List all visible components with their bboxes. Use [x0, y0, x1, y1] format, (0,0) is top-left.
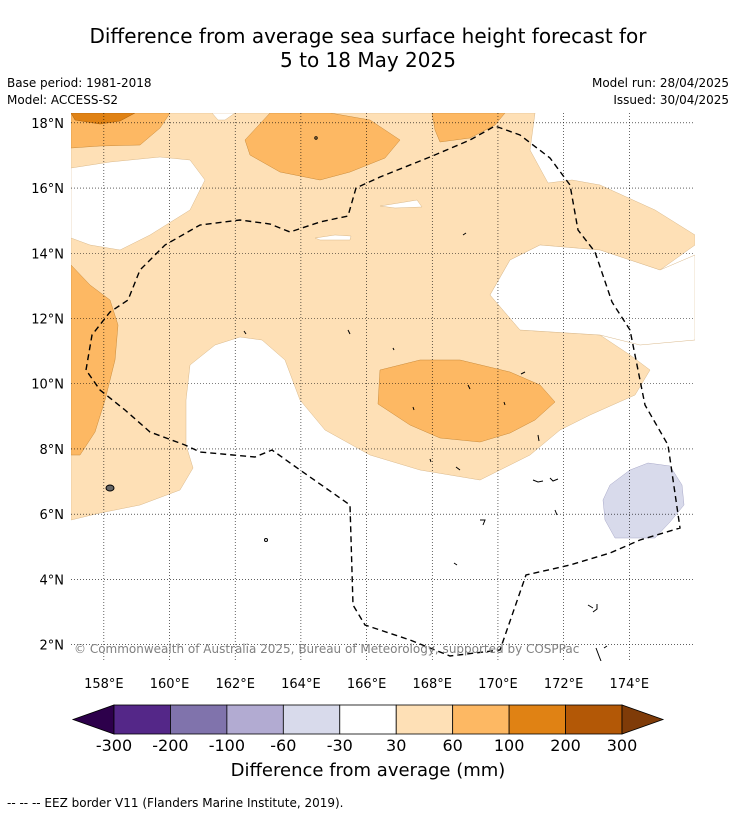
neutral-region-north-west [71, 156, 206, 251]
colorbar-segment [113, 704, 171, 735]
base-period-label: Base period: 1981-2018 [7, 76, 152, 90]
latitude-tick-label: 16°N [31, 182, 64, 197]
longitude-labels: 158°E 160°E 162°E 164°E 166°E 168°E 170°E 172°E… [84, 677, 649, 692]
latitude-tick-label: 6°N [40, 508, 65, 523]
longitude-tick-label: 162°E [215, 677, 255, 692]
colorbar-segment [395, 704, 454, 735]
neutral-region-east [489, 244, 695, 346]
anomaly-region-60-100-central [377, 359, 556, 443]
colorbar-tick-label: 60 [442, 736, 462, 755]
colorbar-tick-label: -100 [209, 736, 245, 755]
colorbar-tick-label: -60 [270, 736, 296, 755]
colorbar-segment [282, 704, 341, 735]
title-line-1: Difference from average sea surface heig… [89, 24, 647, 48]
colorbar-tick-label: 200 [550, 736, 581, 755]
longitude-tick-label: 170°E [478, 677, 518, 692]
title-line-2: 5 to 18 May 2025 [280, 48, 456, 72]
graticule [71, 113, 695, 661]
longitude-tick-label: 164°E [281, 677, 321, 692]
anomaly-region-60-100-west [71, 264, 119, 456]
anomaly-region-60-100-north-east [431, 113, 506, 143]
neutral-patch-small-1 [379, 199, 423, 209]
latitude-tick-label: 12°N [31, 313, 64, 328]
longitude-tick-label: 160°E [150, 677, 190, 692]
issued-label: Issued: 30/04/2025 [613, 93, 729, 107]
latitude-tick-label: 2°N [40, 639, 65, 654]
model-info: Base period: 1981-2018 Model: ACCESS-S2 [7, 75, 152, 109]
neutral-patch-small-3 [211, 113, 236, 121]
anomaly-region-60-100-north [244, 113, 401, 181]
run-info: Model run: 28/04/2025 Issued: 30/04/2025 [592, 75, 729, 109]
colorbar-segment [170, 704, 228, 735]
colorbar-segment [508, 704, 566, 735]
colorbar-extend-high [621, 704, 665, 735]
eez-legend-note: -- -- -- EEZ border V11 (Flanders Marine… [7, 796, 344, 810]
islands [105, 136, 608, 661]
anomaly-region-negative-30-60 [602, 462, 685, 539]
colorbar-segment [565, 704, 623, 735]
colorbar-tick-label: -300 [96, 736, 132, 755]
longitude-tick-label: 158°E [84, 677, 124, 692]
colorbar-title: Difference from average (mm) [230, 760, 506, 781]
model-run-label: Model run: 28/04/2025 [591, 76, 729, 90]
colorbar-segment [226, 704, 284, 735]
latitude-tick-label: 10°N [31, 378, 64, 393]
colorbar-tick-label: 100 [494, 736, 525, 755]
neutral-patch-small-2 [314, 234, 352, 241]
colorbar-tick-label: 300 [607, 736, 638, 755]
latitude-tick-label: 4°N [40, 573, 65, 588]
colorbar-tick-label: -200 [152, 736, 188, 755]
model-label: Model: ACCESS-S2 [7, 93, 119, 107]
longitude-tick-label: 166°E [347, 677, 387, 692]
longitude-tick-label: 168°E [412, 677, 452, 692]
anomaly-region-30-60 [71, 113, 695, 521]
longitude-tick-label: 174°E [610, 677, 650, 692]
latitude-labels: 18°N 16°N 14°N 12°N 10°N 8°N 6°N 4°N 2°N [31, 117, 64, 654]
colorbar-tick-label: 30 [386, 736, 406, 755]
latitude-tick-label: 14°N [31, 247, 64, 262]
colorbar: -300 -200 -100 -60 -30 30 60 100 200 300 [71, 704, 665, 755]
longitude-tick-label: 172°E [544, 677, 584, 692]
forecast-field [71, 113, 695, 661]
copyright-notice: © Commonwealth of Australia 2025, Bureau… [74, 642, 579, 656]
colorbar-segment [339, 704, 397, 735]
map-title: Difference from average sea surface heig… [0, 24, 736, 72]
latitude-tick-label: 8°N [40, 443, 65, 458]
eez-border [85, 125, 681, 657]
latitude-tick-label: 18°N [31, 117, 64, 132]
colorbar-tick-label: -30 [327, 736, 353, 755]
colorbar-segment [452, 704, 510, 735]
colorbar-extend-low [71, 704, 115, 735]
